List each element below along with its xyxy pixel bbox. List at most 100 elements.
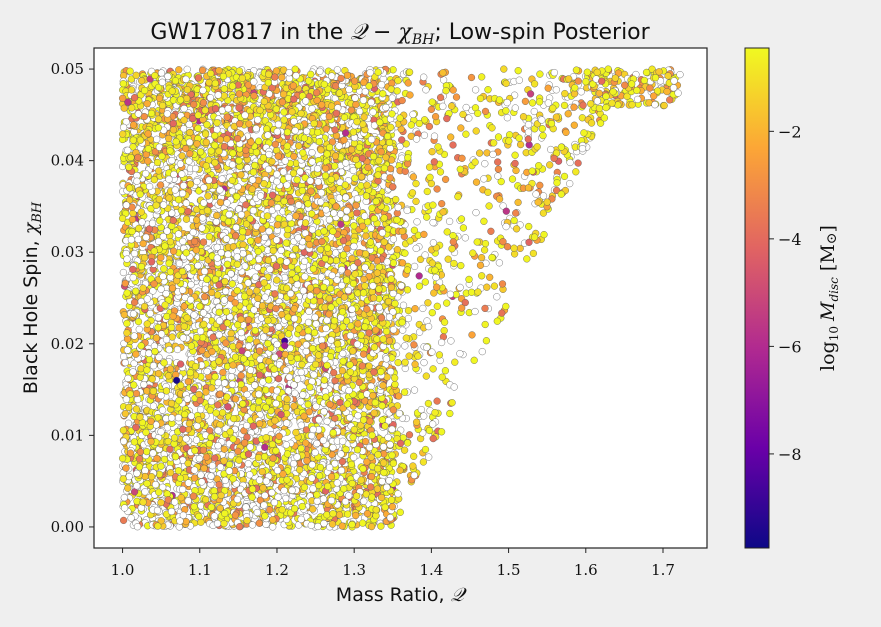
data-point (412, 180, 420, 188)
data-point (412, 197, 420, 206)
data-point (124, 419, 133, 427)
data-point (315, 138, 324, 146)
data-point (398, 136, 406, 144)
data-point (446, 217, 454, 226)
data-point (450, 383, 458, 391)
data-point (472, 86, 480, 94)
data-point (420, 412, 428, 420)
data-point (428, 309, 436, 317)
data-point (428, 259, 436, 267)
data-point (433, 302, 441, 310)
chart-title: GW170817 in the 𝒬 − χBH; Low-spin Poster… (150, 20, 650, 48)
data-point (511, 151, 519, 159)
data-point (457, 124, 465, 132)
data-point (478, 73, 486, 81)
data-point (427, 180, 436, 188)
data-point (528, 99, 537, 107)
data-point (461, 234, 469, 242)
data-point (512, 209, 520, 217)
data-point (424, 399, 433, 408)
data-point (239, 241, 247, 249)
data-point (546, 161, 554, 169)
data-point (476, 261, 485, 269)
data-point (428, 348, 436, 356)
data-point (416, 328, 424, 336)
data-point (426, 173, 434, 181)
data-point (197, 148, 205, 156)
data-point (404, 314, 413, 323)
data-point (435, 351, 444, 359)
data-point (457, 262, 465, 270)
data-point (423, 187, 431, 196)
data-point (272, 67, 281, 75)
data-point (484, 86, 492, 94)
data-point (424, 299, 432, 307)
data-point (451, 358, 459, 366)
data-point (153, 135, 161, 143)
data-point (430, 158, 438, 166)
data-point (525, 222, 533, 231)
data-point (419, 458, 428, 466)
data-point (478, 272, 486, 280)
data-point (486, 273, 494, 281)
data-point (482, 337, 491, 345)
data-point (608, 99, 616, 107)
data-point (456, 350, 464, 358)
data-point (500, 65, 508, 73)
data-point (604, 65, 612, 73)
data-point (415, 282, 424, 290)
data-point (401, 446, 409, 454)
data-point (465, 114, 473, 122)
data-point (481, 246, 489, 254)
data-point (410, 226, 419, 234)
data-point (368, 204, 376, 212)
data-point (472, 127, 480, 135)
data-point (547, 145, 555, 154)
data-point (564, 110, 572, 118)
data-point (325, 216, 334, 224)
data-point (574, 159, 582, 167)
data-point (490, 282, 499, 290)
data-point (570, 121, 578, 129)
data-point (434, 143, 442, 151)
data-point (362, 232, 370, 240)
data-point (436, 168, 445, 176)
scatter-points (118, 65, 684, 531)
data-point (566, 180, 574, 188)
data-point (403, 206, 411, 215)
data-point (499, 202, 507, 210)
data-point (185, 157, 193, 165)
data-point (214, 291, 222, 299)
data-point (577, 88, 585, 96)
data-point (216, 390, 224, 398)
data-point (458, 154, 466, 162)
data-point (237, 380, 245, 389)
data-point (493, 293, 501, 301)
data-point (446, 409, 454, 418)
data-point (401, 388, 409, 396)
data-point (484, 188, 492, 196)
data-point (294, 340, 302, 348)
data-point (476, 149, 484, 157)
data-point (359, 519, 367, 527)
data-point (433, 397, 441, 405)
data-point (514, 198, 522, 207)
data-point (536, 70, 544, 78)
data-point (304, 318, 313, 327)
data-point (420, 131, 429, 139)
data-point (552, 113, 561, 121)
data-point (454, 193, 462, 201)
data-point (212, 409, 220, 417)
data-point (262, 386, 270, 394)
data-point (420, 73, 428, 81)
data-point (401, 358, 409, 366)
data-point (243, 164, 252, 172)
data-point (447, 337, 455, 345)
data-point (419, 304, 427, 313)
data-point (485, 202, 493, 210)
data-point (524, 128, 533, 136)
data-point (523, 255, 531, 263)
data-point (338, 522, 346, 530)
